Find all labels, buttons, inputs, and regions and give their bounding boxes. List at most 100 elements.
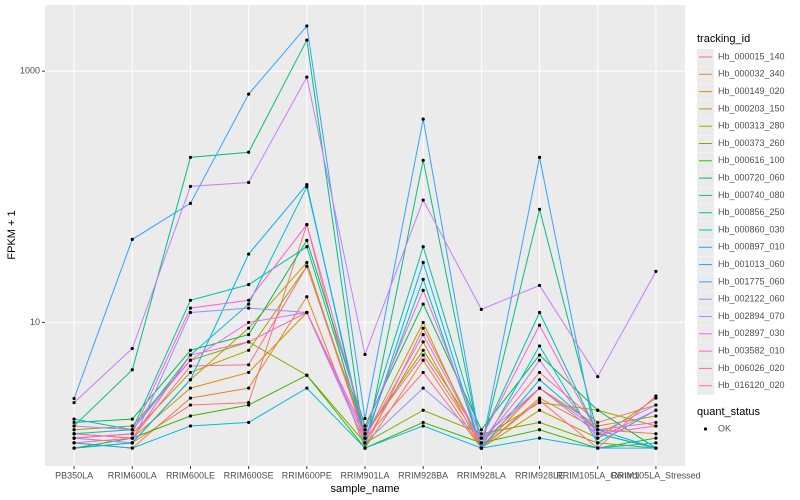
data-point [537, 386, 542, 390]
data-point [479, 436, 483, 440]
data-point [654, 446, 658, 450]
data-point [654, 432, 658, 436]
legend-label: Hb_001775_060 [718, 276, 785, 286]
data-point [188, 353, 193, 357]
data-point [247, 326, 251, 330]
data-point [247, 252, 251, 256]
legend-label: Hb_000015_140 [718, 51, 785, 61]
y-axis-label: FPKM + 1 [6, 210, 18, 259]
x-tick-label: RRIM600PE [282, 470, 332, 480]
x-tick-label: RRIM928LA [457, 470, 506, 480]
data-point [188, 306, 193, 310]
legend-label: Hb_000373_260 [718, 138, 785, 148]
legend-label: Hb_000313_280 [718, 121, 785, 131]
data-point [305, 386, 309, 390]
data-point [247, 370, 251, 375]
data-point [188, 396, 193, 400]
data-point [537, 283, 542, 288]
x-tick-label: RRIM928BA [398, 470, 448, 480]
data-point [188, 370, 193, 375]
data-point [247, 333, 251, 337]
data-point [130, 237, 134, 241]
data-point [130, 428, 134, 432]
data-point [72, 401, 76, 405]
legend-label: Hb_000860_030 [718, 224, 785, 234]
x-tick-label: RRIM105LA_Control [556, 470, 639, 480]
legend-label: Hb_000203_150 [718, 103, 785, 113]
legend-label: Hb_003582_010 [718, 345, 785, 355]
data-point [596, 408, 600, 412]
data-point [596, 428, 600, 432]
data-point [596, 446, 600, 450]
data-point [537, 353, 542, 357]
data-point [596, 424, 600, 428]
data-point [421, 277, 425, 282]
data-point [305, 238, 309, 242]
data-point [537, 420, 542, 425]
data-point [188, 348, 193, 352]
data-point [654, 424, 658, 428]
data-point [421, 245, 425, 249]
data-point [247, 180, 251, 185]
data-point [421, 420, 425, 425]
data-point [130, 446, 134, 450]
data-point [654, 408, 658, 412]
data-point [363, 446, 367, 450]
legend-label: Hb_000616_100 [718, 155, 785, 165]
data-point [654, 436, 658, 440]
data-point [421, 386, 425, 390]
data-point [72, 417, 76, 421]
data-point [130, 432, 134, 436]
data-point [188, 424, 193, 428]
data-point [537, 155, 542, 159]
data-point [537, 436, 542, 440]
data-point [305, 183, 309, 187]
data-point [305, 223, 309, 227]
x-tick-label: RRIM600SE [224, 470, 274, 480]
data-point [537, 408, 542, 412]
legend-label: Hb_000149_020 [718, 86, 785, 96]
data-point [247, 340, 251, 344]
data-point [130, 368, 134, 372]
data-point [363, 436, 367, 440]
data-point [72, 446, 76, 450]
data-point [479, 446, 483, 450]
x-tick-label: RRIM901LA [340, 470, 389, 480]
data-point [130, 417, 134, 421]
data-point [421, 424, 425, 428]
data-point [188, 378, 193, 382]
legend-label: Hb_000897_010 [718, 242, 785, 252]
data-point [305, 373, 309, 377]
data-point [596, 436, 600, 440]
legend-title: tracking_id [697, 33, 750, 45]
data-point [421, 302, 425, 306]
data-point [654, 394, 658, 398]
data-point [72, 428, 76, 432]
x-tick-label: RRIM600LA [108, 470, 157, 480]
data-point [537, 344, 542, 348]
data-point [188, 358, 193, 362]
data-point [421, 340, 425, 344]
data-point [247, 150, 251, 154]
data-point [188, 184, 193, 188]
legend-label: OK [718, 423, 731, 433]
data-point [479, 428, 483, 432]
legend-label: Hb_006026_020 [718, 363, 785, 373]
legend-label: Hb_000740_080 [718, 190, 785, 200]
data-point [72, 441, 76, 445]
data-point [188, 386, 193, 390]
data-point [421, 260, 425, 265]
legend-label: Hb_000720_060 [718, 172, 785, 182]
data-point [247, 403, 251, 407]
y-tick-label: 1000 [20, 66, 40, 76]
data-point [247, 401, 251, 405]
data-point [72, 396, 76, 401]
data-point [421, 117, 425, 121]
data-point [363, 428, 367, 432]
data-point [130, 441, 134, 445]
data-point [596, 420, 600, 425]
data-point [537, 358, 542, 362]
x-tick-label: PB350LA [55, 470, 93, 480]
data-point [421, 348, 425, 352]
